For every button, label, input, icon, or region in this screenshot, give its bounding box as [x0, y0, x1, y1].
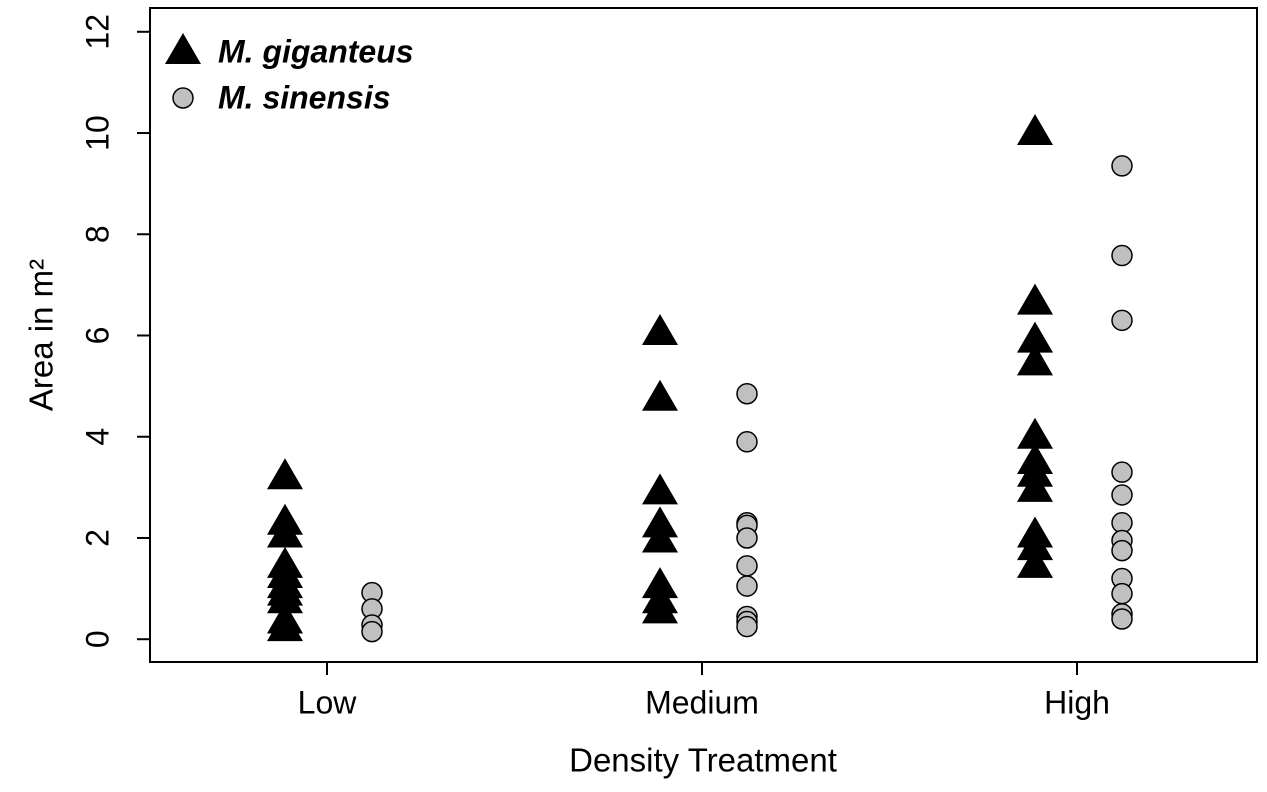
point	[642, 313, 678, 345]
point	[642, 473, 678, 505]
y-tick-label: 6	[79, 327, 115, 345]
point	[736, 431, 758, 453]
legend-label: M. sinensis	[218, 79, 391, 115]
point	[1111, 155, 1133, 177]
point	[736, 527, 758, 549]
point	[1017, 321, 1053, 353]
y-tick-label: 10	[79, 115, 115, 151]
point	[1111, 484, 1133, 506]
x-axis-title: Density Treatment	[569, 742, 837, 779]
legend-marker	[165, 33, 201, 64]
x-tick-label: High	[1044, 684, 1110, 720]
x-tick-label: Low	[298, 684, 358, 720]
y-tick-label: 2	[79, 529, 115, 547]
point	[267, 610, 303, 642]
x-tick-label: Medium	[645, 684, 759, 720]
point	[1111, 539, 1133, 562]
point	[1017, 470, 1053, 502]
point	[267, 458, 303, 490]
y-tick-label: 0	[79, 630, 115, 648]
point	[1017, 546, 1053, 578]
point	[267, 582, 303, 614]
point	[1111, 461, 1133, 483]
point	[1111, 608, 1133, 630]
point	[1111, 244, 1133, 267]
point	[361, 620, 383, 643]
point	[642, 379, 678, 411]
point	[736, 382, 758, 405]
legend-marker	[172, 87, 194, 109]
point	[267, 516, 303, 548]
point	[1111, 582, 1133, 605]
point	[642, 592, 678, 624]
point	[1017, 417, 1053, 449]
point	[1017, 529, 1053, 561]
point	[1111, 309, 1133, 332]
point	[1017, 283, 1053, 315]
point	[736, 615, 758, 638]
y-tick-label: 12	[79, 14, 115, 50]
y-tick-label: 4	[79, 428, 115, 446]
y-tick-label: 8	[79, 225, 115, 243]
point	[1017, 114, 1053, 146]
y-axis-title: Area in m²	[23, 259, 60, 411]
legend-label: M. giganteus	[218, 33, 414, 69]
point	[1017, 344, 1053, 376]
point	[642, 521, 678, 553]
point	[736, 555, 758, 577]
point	[736, 575, 758, 597]
